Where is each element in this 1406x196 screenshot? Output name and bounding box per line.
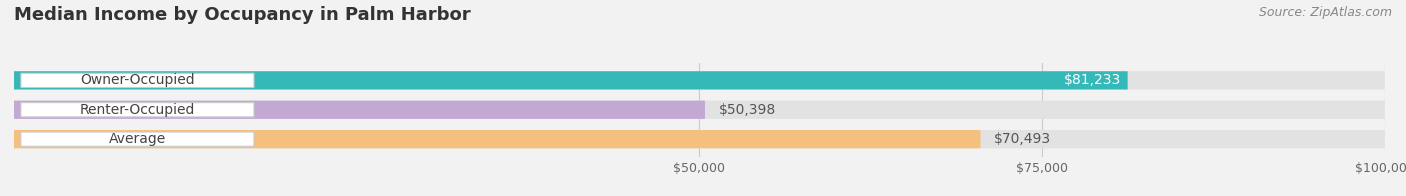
FancyBboxPatch shape bbox=[14, 130, 1385, 148]
FancyBboxPatch shape bbox=[14, 101, 1385, 119]
FancyBboxPatch shape bbox=[14, 101, 704, 119]
Text: $50,398: $50,398 bbox=[718, 103, 776, 117]
FancyBboxPatch shape bbox=[21, 73, 254, 87]
Text: Renter-Occupied: Renter-Occupied bbox=[80, 103, 195, 117]
Text: $81,233: $81,233 bbox=[1063, 73, 1121, 87]
FancyBboxPatch shape bbox=[21, 103, 254, 117]
FancyBboxPatch shape bbox=[14, 71, 1385, 89]
Text: Median Income by Occupancy in Palm Harbor: Median Income by Occupancy in Palm Harbo… bbox=[14, 6, 471, 24]
Text: Source: ZipAtlas.com: Source: ZipAtlas.com bbox=[1258, 6, 1392, 19]
Text: $70,493: $70,493 bbox=[994, 132, 1052, 146]
FancyBboxPatch shape bbox=[14, 130, 980, 148]
Text: Owner-Occupied: Owner-Occupied bbox=[80, 73, 195, 87]
FancyBboxPatch shape bbox=[14, 71, 1128, 89]
FancyBboxPatch shape bbox=[21, 132, 254, 146]
Text: Average: Average bbox=[108, 132, 166, 146]
